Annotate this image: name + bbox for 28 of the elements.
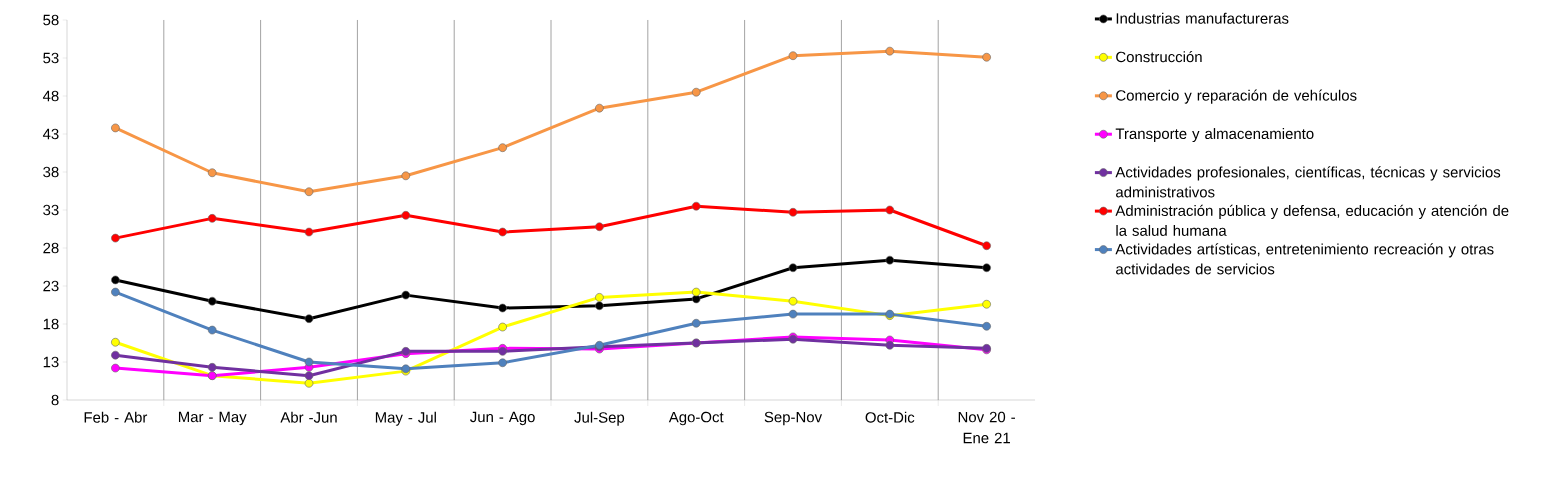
x-tick-label: May - Jul (375, 411, 436, 426)
y-tick-label: 13 (43, 356, 59, 368)
x-tick-label: Nov 20 - Ene 21 (958, 411, 1015, 444)
legend-label: Actividades profesionales, científicas, técnicas y servicios administrativos (1115, 166, 1501, 198)
y-tick-label: 28 (43, 242, 59, 254)
y-tick-label: 58 (43, 14, 59, 26)
x-tick-label: Ago-Oct (668, 411, 724, 426)
x-tick-label: Abr -Jun (280, 411, 337, 423)
x-tick-label: Feb - Abr (84, 411, 148, 423)
y-tick-label: 23 (43, 280, 59, 292)
legend-label: Transporte y almacenamiento (1115, 128, 1314, 142)
legend-label: Comercio y reparación de vehículos (1116, 89, 1357, 104)
y-tick-label: 38 (43, 166, 59, 178)
y-tick-label: 43 (42, 128, 59, 140)
legend-label: Industrias manufactureras (1116, 12, 1289, 24)
legend-label: Administración pública y defensa, educación y atención de la salud humana (1115, 204, 1509, 236)
y-tick-label: 53 (43, 52, 59, 64)
y-tick-label: 18 (43, 318, 59, 330)
x-tick-label: Mar - May (178, 411, 247, 426)
legend-label: Actividades artísticas, entretenimiento recreación y otras actividades de servicios (1115, 243, 1494, 275)
y-tick-label: 33 (43, 204, 59, 216)
x-tick-label: Jun - Ago (470, 411, 535, 426)
x-tick-label: Oct-Dic (865, 411, 915, 423)
x-tick-label: Sep-Nov (764, 411, 823, 426)
y-tick-label: 48 (42, 90, 59, 102)
legend-label: Construcción (1116, 51, 1202, 63)
x-tick-label: Jul-Sep (574, 411, 625, 426)
y-tick-label: 8 (51, 394, 59, 406)
